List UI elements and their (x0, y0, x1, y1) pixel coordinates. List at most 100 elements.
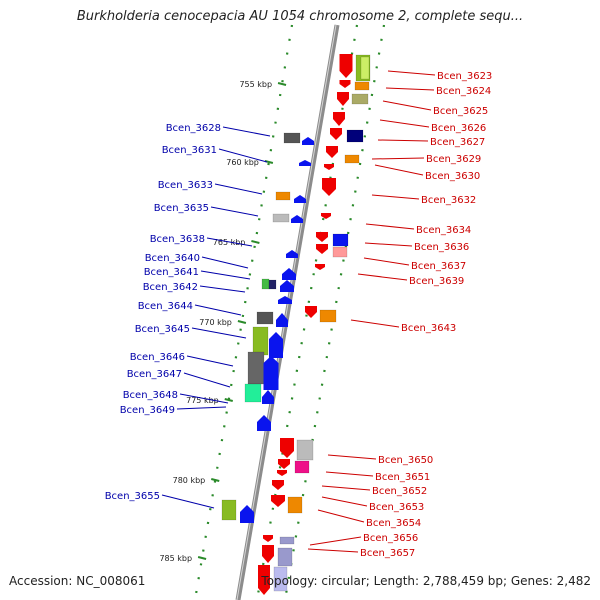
gene-arrow (339, 80, 351, 88)
leader-line (350, 319, 400, 328)
gene-box (272, 213, 290, 223)
gene-arrow (280, 280, 294, 292)
gene-box (296, 439, 314, 461)
leader-line (371, 157, 425, 160)
gene-box (354, 81, 370, 91)
tick-mark (197, 556, 207, 560)
gene-box (252, 326, 269, 356)
gene-label: Bcen_3628 (166, 123, 221, 134)
gene-label: Bcen_3653 (369, 502, 424, 513)
leader-line (191, 327, 247, 339)
gene-arrow (276, 313, 288, 327)
leader-line (327, 454, 377, 460)
gene-arrow (272, 480, 284, 490)
leader-line (357, 273, 408, 281)
gene-arrow (333, 112, 345, 126)
gene-label: Bcen_3633 (158, 180, 213, 191)
gene-box (294, 460, 310, 474)
gene-arrow (262, 545, 274, 563)
gene-label: Bcen_3623 (437, 71, 492, 82)
leader-line (218, 148, 268, 163)
leader-line (385, 87, 435, 91)
tick-mark (237, 320, 247, 324)
tick-label: 760 kbp (226, 158, 259, 167)
gene-arrow (240, 505, 254, 523)
gene-label: Bcen_3640 (145, 253, 200, 264)
tick-mark (277, 82, 287, 86)
gene-label: Bcen_3644 (138, 301, 193, 312)
leader-line (363, 257, 410, 266)
gene-box (268, 279, 277, 290)
gene-box (275, 191, 291, 201)
gene-arrow (339, 54, 353, 78)
gene-arrow (277, 470, 287, 476)
leader-line (194, 304, 242, 316)
gene-arrow (294, 195, 306, 203)
gene-label: Bcen_3631 (162, 145, 217, 156)
gene-label: Bcen_3641 (144, 267, 199, 278)
gene-label: Bcen_3632 (421, 195, 476, 206)
gene-label: Bcen_3642 (143, 282, 198, 293)
chromosome-backbone-highlight (236, 24, 337, 600)
gene-label: Bcen_3629 (426, 154, 481, 165)
leader-line (379, 119, 430, 128)
gene-label: Bcen_3627 (430, 137, 485, 148)
leader-line (199, 285, 246, 293)
gene-arrow (315, 264, 325, 270)
gene-arrow (280, 438, 294, 458)
gene-arrow (324, 164, 334, 170)
gene-label: Bcen_3651 (375, 472, 430, 483)
gene-arrow (337, 92, 349, 106)
leader-line (201, 256, 249, 269)
leader-line (176, 406, 227, 410)
leader-line (210, 206, 259, 217)
leader-line (382, 100, 432, 111)
map-title: Burkholderia cenocepacia AU 1054 chromos… (76, 9, 524, 24)
gene-box (277, 547, 293, 567)
gene-arrow (278, 296, 292, 304)
chromosome-backbone (235, 24, 340, 600)
gene-label: Bcen_3638 (150, 234, 205, 245)
gene-box (273, 566, 288, 592)
accession-text: Accession: NC_008061 (9, 574, 146, 588)
gene-label: Bcen_3652 (372, 486, 427, 497)
gene-box (247, 351, 265, 385)
gene-box (279, 536, 295, 545)
leader-line (325, 471, 374, 477)
leader-line (186, 355, 234, 367)
leader-line (364, 242, 413, 247)
gene-box (256, 311, 274, 325)
leader-line (374, 164, 424, 176)
gene-box (344, 154, 360, 164)
gene-arrow (291, 215, 303, 223)
gene-arrow (326, 146, 338, 158)
gene-box (261, 278, 270, 290)
gene-arrow (257, 415, 271, 431)
gene-label: Bcen_3657 (360, 548, 415, 559)
gene-box (360, 56, 370, 80)
gene-arrow (316, 244, 328, 254)
gene-arrow (282, 268, 296, 280)
gene-label: Bcen_3645 (135, 324, 190, 335)
gene-label: Bcen_3626 (431, 123, 486, 134)
gene-box (351, 93, 369, 105)
tick-mark (211, 478, 220, 482)
leader-line (387, 70, 436, 76)
tick-label: 770 kbp (199, 318, 232, 327)
tick-label: 755 kbp (239, 80, 272, 89)
leader-line (377, 139, 429, 142)
gene-box (319, 309, 337, 323)
leader-line (307, 548, 359, 553)
gene-label: Bcen_3639 (409, 276, 464, 287)
gene-label: Bcen_3656 (363, 533, 418, 544)
leader-line (321, 485, 371, 491)
gene-arrow (321, 213, 331, 219)
tick-label: 765 kbp (213, 238, 246, 247)
tick-mark (251, 240, 260, 244)
gene-label: Bcen_3655 (105, 491, 160, 502)
gene-arrow (330, 128, 342, 140)
gene-label: Bcen_3624 (436, 86, 491, 97)
topology-text: Topology: circular; Length: 2,788,459 bp… (261, 574, 591, 588)
tick-label: 785 kbp (159, 554, 192, 563)
